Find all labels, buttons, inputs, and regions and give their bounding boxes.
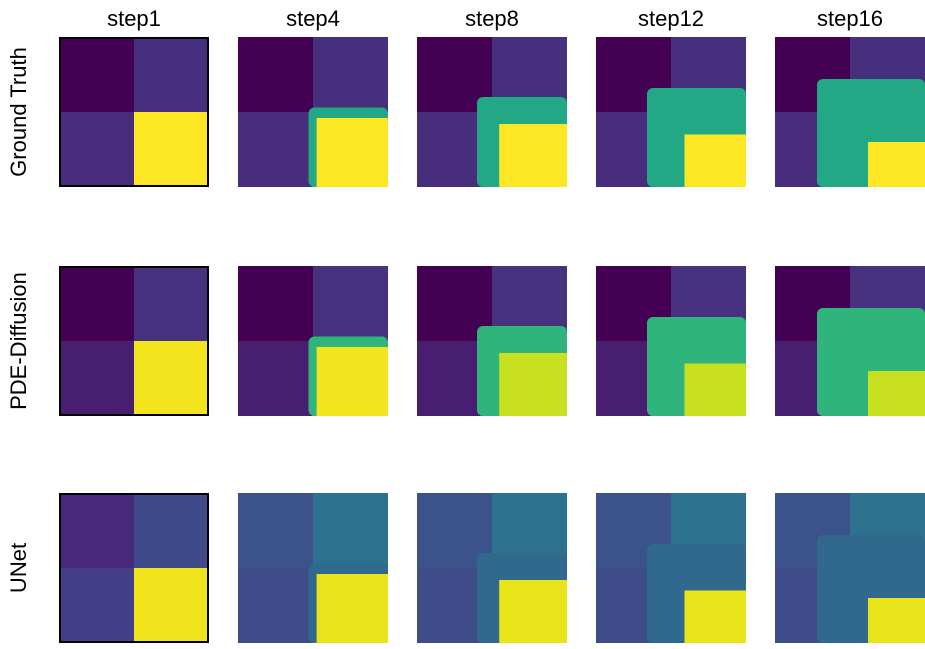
hot-square bbox=[317, 574, 388, 643]
column-title: step8 bbox=[465, 6, 519, 31]
quadrant bbox=[238, 266, 313, 341]
image-panel bbox=[596, 37, 746, 187]
image-panel bbox=[238, 266, 388, 416]
image-panel bbox=[238, 37, 388, 187]
quadrant bbox=[134, 37, 209, 112]
quadrant bbox=[238, 493, 313, 568]
image-panel bbox=[59, 493, 209, 643]
image-panel bbox=[775, 37, 925, 187]
quadrant bbox=[59, 112, 134, 187]
row-label: PDE-Diffusion bbox=[6, 272, 31, 410]
column-title: step4 bbox=[286, 6, 340, 31]
hot-square bbox=[685, 135, 747, 188]
row-label: Ground Truth bbox=[6, 47, 31, 177]
figure-grid: step1 step4 step8 step12 step16 Ground Truth P… bbox=[0, 0, 925, 644]
hot-square bbox=[134, 568, 209, 643]
hot-square bbox=[317, 347, 388, 416]
page: step1 step4 step8 step12 step16 Ground Truth P… bbox=[0, 0, 925, 644]
hot-square bbox=[499, 124, 567, 187]
column-title: step12 bbox=[638, 6, 704, 31]
row-label: UNet bbox=[6, 543, 31, 593]
image-panel bbox=[238, 493, 388, 643]
hot-square bbox=[134, 341, 209, 416]
quadrant bbox=[59, 37, 134, 112]
hot-square bbox=[317, 118, 388, 187]
image-panel bbox=[596, 493, 746, 643]
quadrant bbox=[134, 266, 209, 341]
quadrant bbox=[238, 568, 313, 643]
quadrant bbox=[238, 37, 313, 112]
quadrant bbox=[59, 568, 134, 643]
image-panel bbox=[417, 37, 567, 187]
quadrant bbox=[59, 341, 134, 416]
hot-square bbox=[499, 353, 567, 416]
hot-square bbox=[868, 598, 925, 643]
hot-square bbox=[868, 371, 925, 416]
quadrant bbox=[134, 493, 209, 568]
hot-square bbox=[685, 591, 747, 644]
image-panel bbox=[417, 493, 567, 643]
image-panel bbox=[596, 266, 746, 416]
quadrant bbox=[59, 493, 134, 568]
quadrant bbox=[238, 341, 313, 416]
quadrant bbox=[313, 266, 388, 341]
column-title: step16 bbox=[817, 6, 883, 31]
image-panel bbox=[775, 493, 925, 643]
image-panel bbox=[417, 266, 567, 416]
quadrant bbox=[313, 493, 388, 568]
image-panel bbox=[775, 266, 925, 416]
hot-square bbox=[134, 112, 209, 187]
hot-square bbox=[868, 142, 925, 187]
quadrant bbox=[313, 37, 388, 112]
quadrant bbox=[238, 112, 313, 187]
hot-square bbox=[499, 580, 567, 643]
column-title: step1 bbox=[107, 6, 161, 31]
quadrant bbox=[59, 266, 134, 341]
image-panel bbox=[59, 266, 209, 416]
image-panel bbox=[59, 37, 209, 187]
hot-square bbox=[685, 364, 747, 417]
